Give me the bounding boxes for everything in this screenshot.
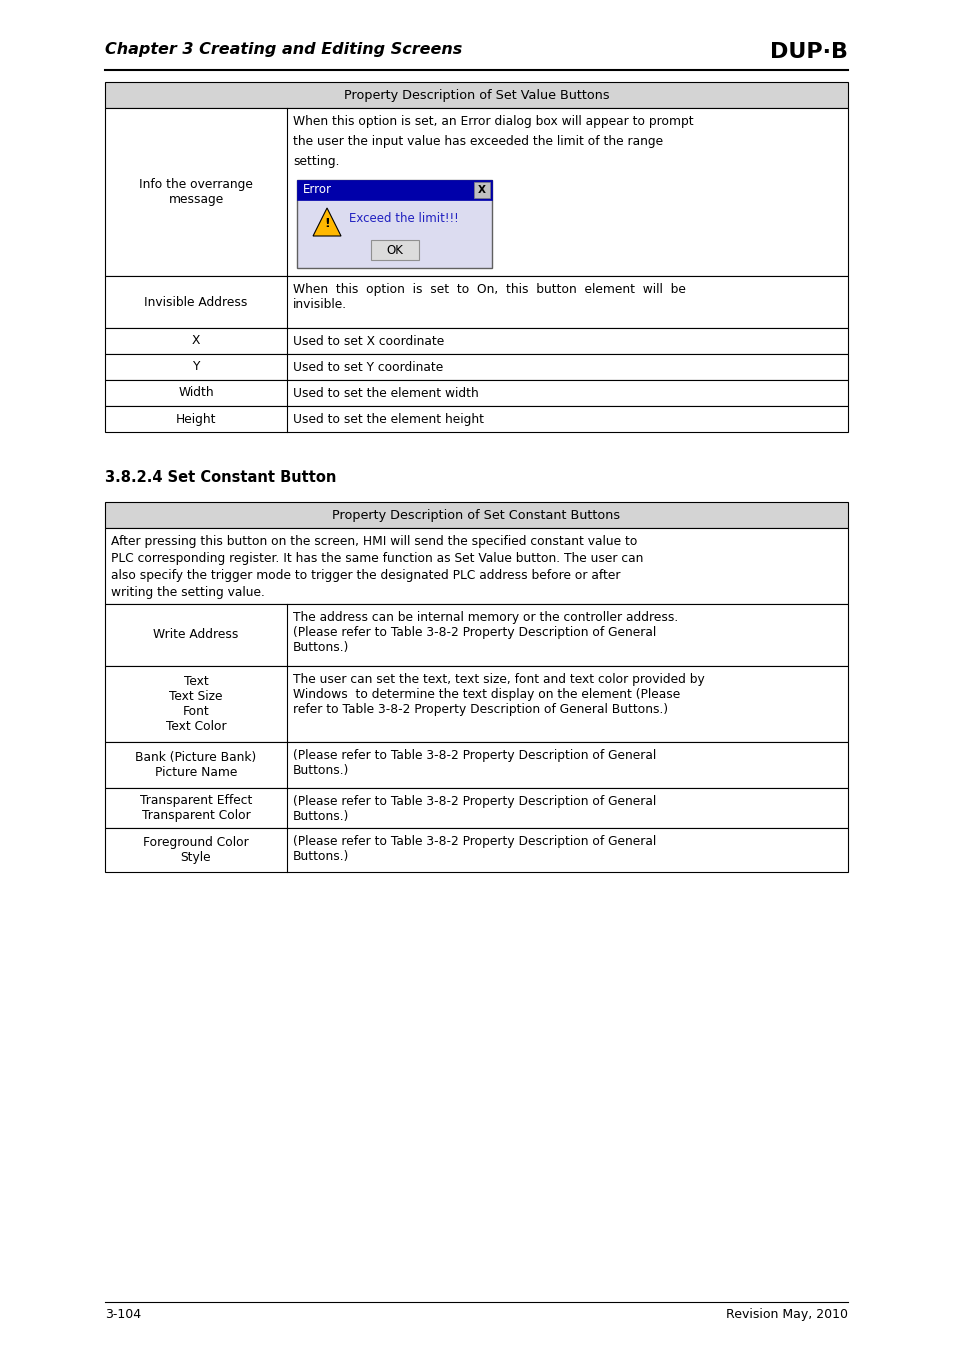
Text: DUP·B: DUP·B [769,42,847,62]
Text: Used to set the element width: Used to set the element width [293,387,478,400]
Bar [105,666,847,742]
Bar [370,240,418,261]
Text: also specify the trigger mode to trigger the designated PLC address before or af: also specify the trigger mode to trigger… [111,568,619,582]
Bar [105,603,847,666]
Text: the user the input value has exceeded the limit of the range: the user the input value has exceeded th… [293,135,662,148]
Text: OK: OK [386,243,402,256]
Text: Error: Error [303,184,332,196]
Text: setting.: setting. [293,155,339,167]
Polygon shape [313,208,340,236]
Text: Used to set Y coordinate: Used to set Y coordinate [293,360,443,374]
Text: Used to set X coordinate: Used to set X coordinate [293,335,444,348]
Text: X: X [477,185,485,194]
Bar [105,275,847,328]
Text: Transparent Effect
Transparent Color: Transparent Effect Transparent Color [140,794,252,822]
Bar [105,354,847,379]
Text: !: ! [324,217,330,230]
Bar [105,82,847,108]
Bar [105,406,847,432]
Text: Property Description of Set Value Buttons: Property Description of Set Value Button… [343,89,609,101]
Text: The user can set the text, text size, font and text color provided by
Windows  t: The user can set the text, text size, fo… [293,674,704,716]
Text: 3.8.2.4 Set Constant Button: 3.8.2.4 Set Constant Button [105,470,336,485]
Text: The address can be internal memory or the controller address.
(Please refer to T: The address can be internal memory or th… [293,612,678,653]
Text: Chapter 3 Creating and Editing Screens: Chapter 3 Creating and Editing Screens [105,42,462,57]
Text: Text
Text Size
Font
Text Color: Text Text Size Font Text Color [166,675,226,733]
Text: (Please refer to Table 3-8-2 Property Description of General
Buttons.): (Please refer to Table 3-8-2 Property De… [293,749,656,778]
Bar [296,180,492,200]
Text: Used to set the element height: Used to set the element height [293,413,483,427]
Text: When  this  option  is  set  to  On,  this  button  element  will  be
invisible.: When this option is set to On, this butt… [293,284,685,310]
Text: Y: Y [193,360,199,374]
Text: Write Address: Write Address [153,629,238,641]
Bar [105,743,847,788]
Text: (Please refer to Table 3-8-2 Property Description of General
Buttons.): (Please refer to Table 3-8-2 Property De… [293,795,656,824]
Bar [105,528,847,603]
Text: When this option is set, an Error dialog box will appear to prompt: When this option is set, an Error dialog… [293,115,693,128]
Text: Width: Width [178,386,213,400]
Bar [105,788,847,828]
Text: Exceed the limit!!!: Exceed the limit!!! [349,212,458,225]
Bar [105,108,847,275]
Text: Info the overrange
message: Info the overrange message [139,178,253,207]
Text: Bank (Picture Bank)
Picture Name: Bank (Picture Bank) Picture Name [135,751,256,779]
Bar [474,182,490,198]
Text: After pressing this button on the screen, HMI will send the specified constant v: After pressing this button on the screen… [111,535,637,548]
Bar [296,180,492,269]
Text: (Please refer to Table 3-8-2 Property Description of General
Buttons.): (Please refer to Table 3-8-2 Property De… [293,836,656,863]
Bar [105,379,847,406]
Text: Invisible Address: Invisible Address [144,296,248,309]
Text: Revision May, 2010: Revision May, 2010 [725,1308,847,1322]
Text: Height: Height [175,413,216,425]
Text: 3-104: 3-104 [105,1308,141,1322]
Bar [105,502,847,528]
Bar [105,328,847,354]
Text: Property Description of Set Constant Buttons: Property Description of Set Constant But… [332,509,619,521]
Text: X: X [192,335,200,347]
Text: writing the setting value.: writing the setting value. [111,586,265,599]
Text: PLC corresponding register. It has the same function as Set Value button. The us: PLC corresponding register. It has the s… [111,552,642,566]
Bar [105,828,847,872]
Text: Foreground Color
Style: Foreground Color Style [143,836,249,864]
